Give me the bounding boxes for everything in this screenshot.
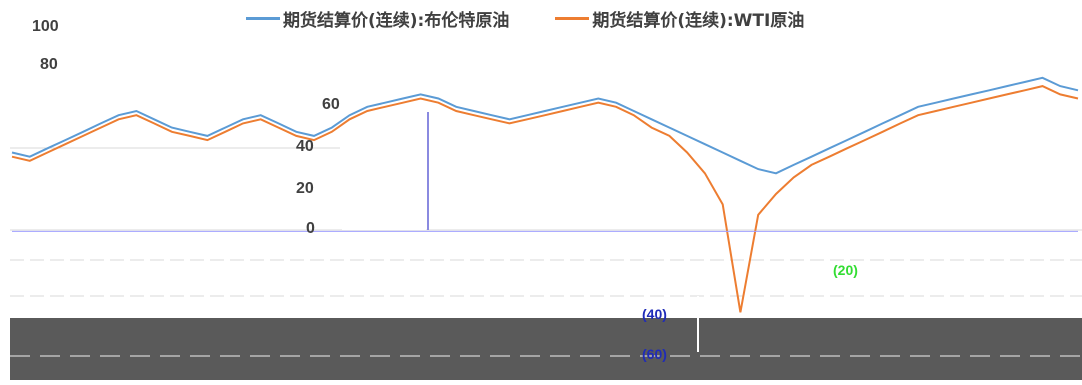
series-line-1 xyxy=(11,85,1079,313)
y-tick-60: 60 xyxy=(322,96,340,113)
y-tick-80: 80 xyxy=(40,56,58,73)
series-line-0 xyxy=(11,76,1079,175)
legend-label-brent: 期货结算价(连续):布伦特原油 xyxy=(283,11,510,31)
y-tick-neg60: (60) xyxy=(642,346,667,362)
legend: 期货结算价(连续):布伦特原油 期货结算价(连续):WTI原油 xyxy=(246,6,804,31)
y-tick-neg20: (20) xyxy=(833,262,858,278)
gridlines xyxy=(10,147,1082,357)
legend-label-wti: 期货结算价(连续):WTI原油 xyxy=(592,11,805,31)
y-tick-20: 20 xyxy=(296,180,314,197)
dark-band xyxy=(10,318,1082,380)
legend-swatch-wti xyxy=(555,17,590,20)
legend-item-brent: 期货结算价(连续):布伦特原油 xyxy=(246,6,509,31)
legend-swatch-brent xyxy=(246,17,280,20)
legend-item-wti: 期货结算价(连续):WTI原油 xyxy=(555,6,804,31)
y-tick-40: 40 xyxy=(296,138,314,155)
y-tick-neg40: (40) xyxy=(642,306,667,322)
blank-panel xyxy=(342,112,426,230)
y-tick-100: 100 xyxy=(32,18,59,35)
series-layer xyxy=(11,76,1079,313)
y-tick-0: 0 xyxy=(306,220,315,237)
